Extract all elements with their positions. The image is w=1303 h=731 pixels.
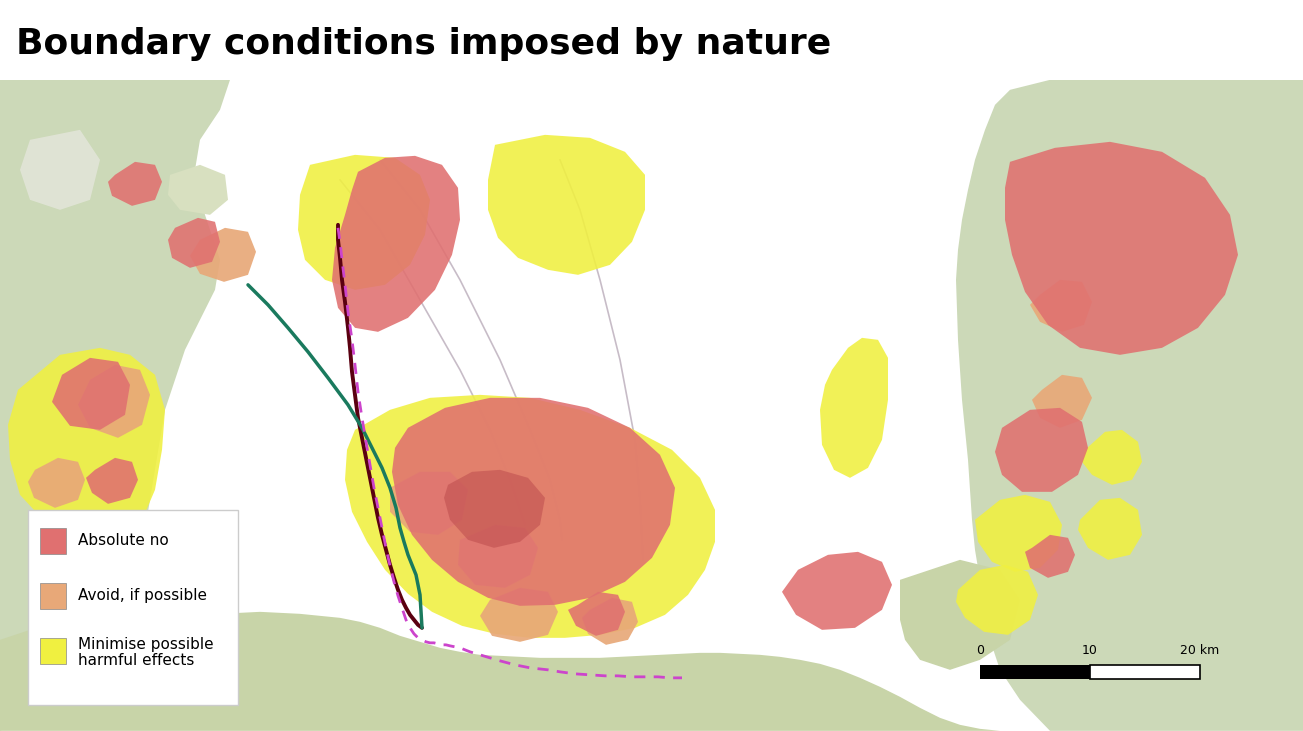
Polygon shape [390,471,468,535]
Polygon shape [900,560,1020,670]
Polygon shape [78,365,150,438]
Polygon shape [345,395,715,638]
Polygon shape [820,338,889,478]
Polygon shape [1032,375,1092,428]
Polygon shape [20,130,100,210]
Text: Avoid, if possible: Avoid, if possible [78,588,207,603]
Text: 10: 10 [1081,644,1098,657]
Polygon shape [108,162,162,206]
Bar [980,664,1091,679]
Polygon shape [168,218,220,268]
Polygon shape [1025,535,1075,577]
Bar [27,510,238,705]
Polygon shape [332,156,460,332]
Polygon shape [190,228,255,282]
Polygon shape [457,525,538,588]
Polygon shape [480,588,558,642]
Bar [1091,664,1200,679]
Text: 20 km: 20 km [1181,644,1220,657]
Polygon shape [86,458,138,504]
Polygon shape [1081,430,1141,485]
Polygon shape [8,348,165,539]
Polygon shape [1078,498,1141,560]
Polygon shape [956,80,1303,731]
Polygon shape [956,565,1038,635]
Polygon shape [444,470,545,548]
Polygon shape [0,80,100,380]
Polygon shape [0,612,1303,731]
Polygon shape [1029,280,1092,332]
Polygon shape [782,552,893,630]
Text: 0: 0 [976,644,984,657]
Polygon shape [489,135,645,275]
Polygon shape [568,592,625,636]
Polygon shape [0,80,231,731]
Text: Minimise possible: Minimise possible [78,637,214,652]
Polygon shape [52,358,130,430]
Polygon shape [298,155,430,289]
Polygon shape [995,408,1088,492]
Polygon shape [1005,142,1238,355]
Polygon shape [27,458,85,508]
Polygon shape [168,164,228,215]
Text: Absolute no: Absolute no [78,534,169,548]
Bar [40,638,66,664]
Bar [40,528,66,554]
Text: harmful effects: harmful effects [78,654,194,668]
Bar [40,583,66,609]
Polygon shape [392,398,675,606]
Polygon shape [975,495,1062,572]
Polygon shape [582,598,638,645]
Text: Boundary conditions imposed by nature: Boundary conditions imposed by nature [16,27,831,61]
